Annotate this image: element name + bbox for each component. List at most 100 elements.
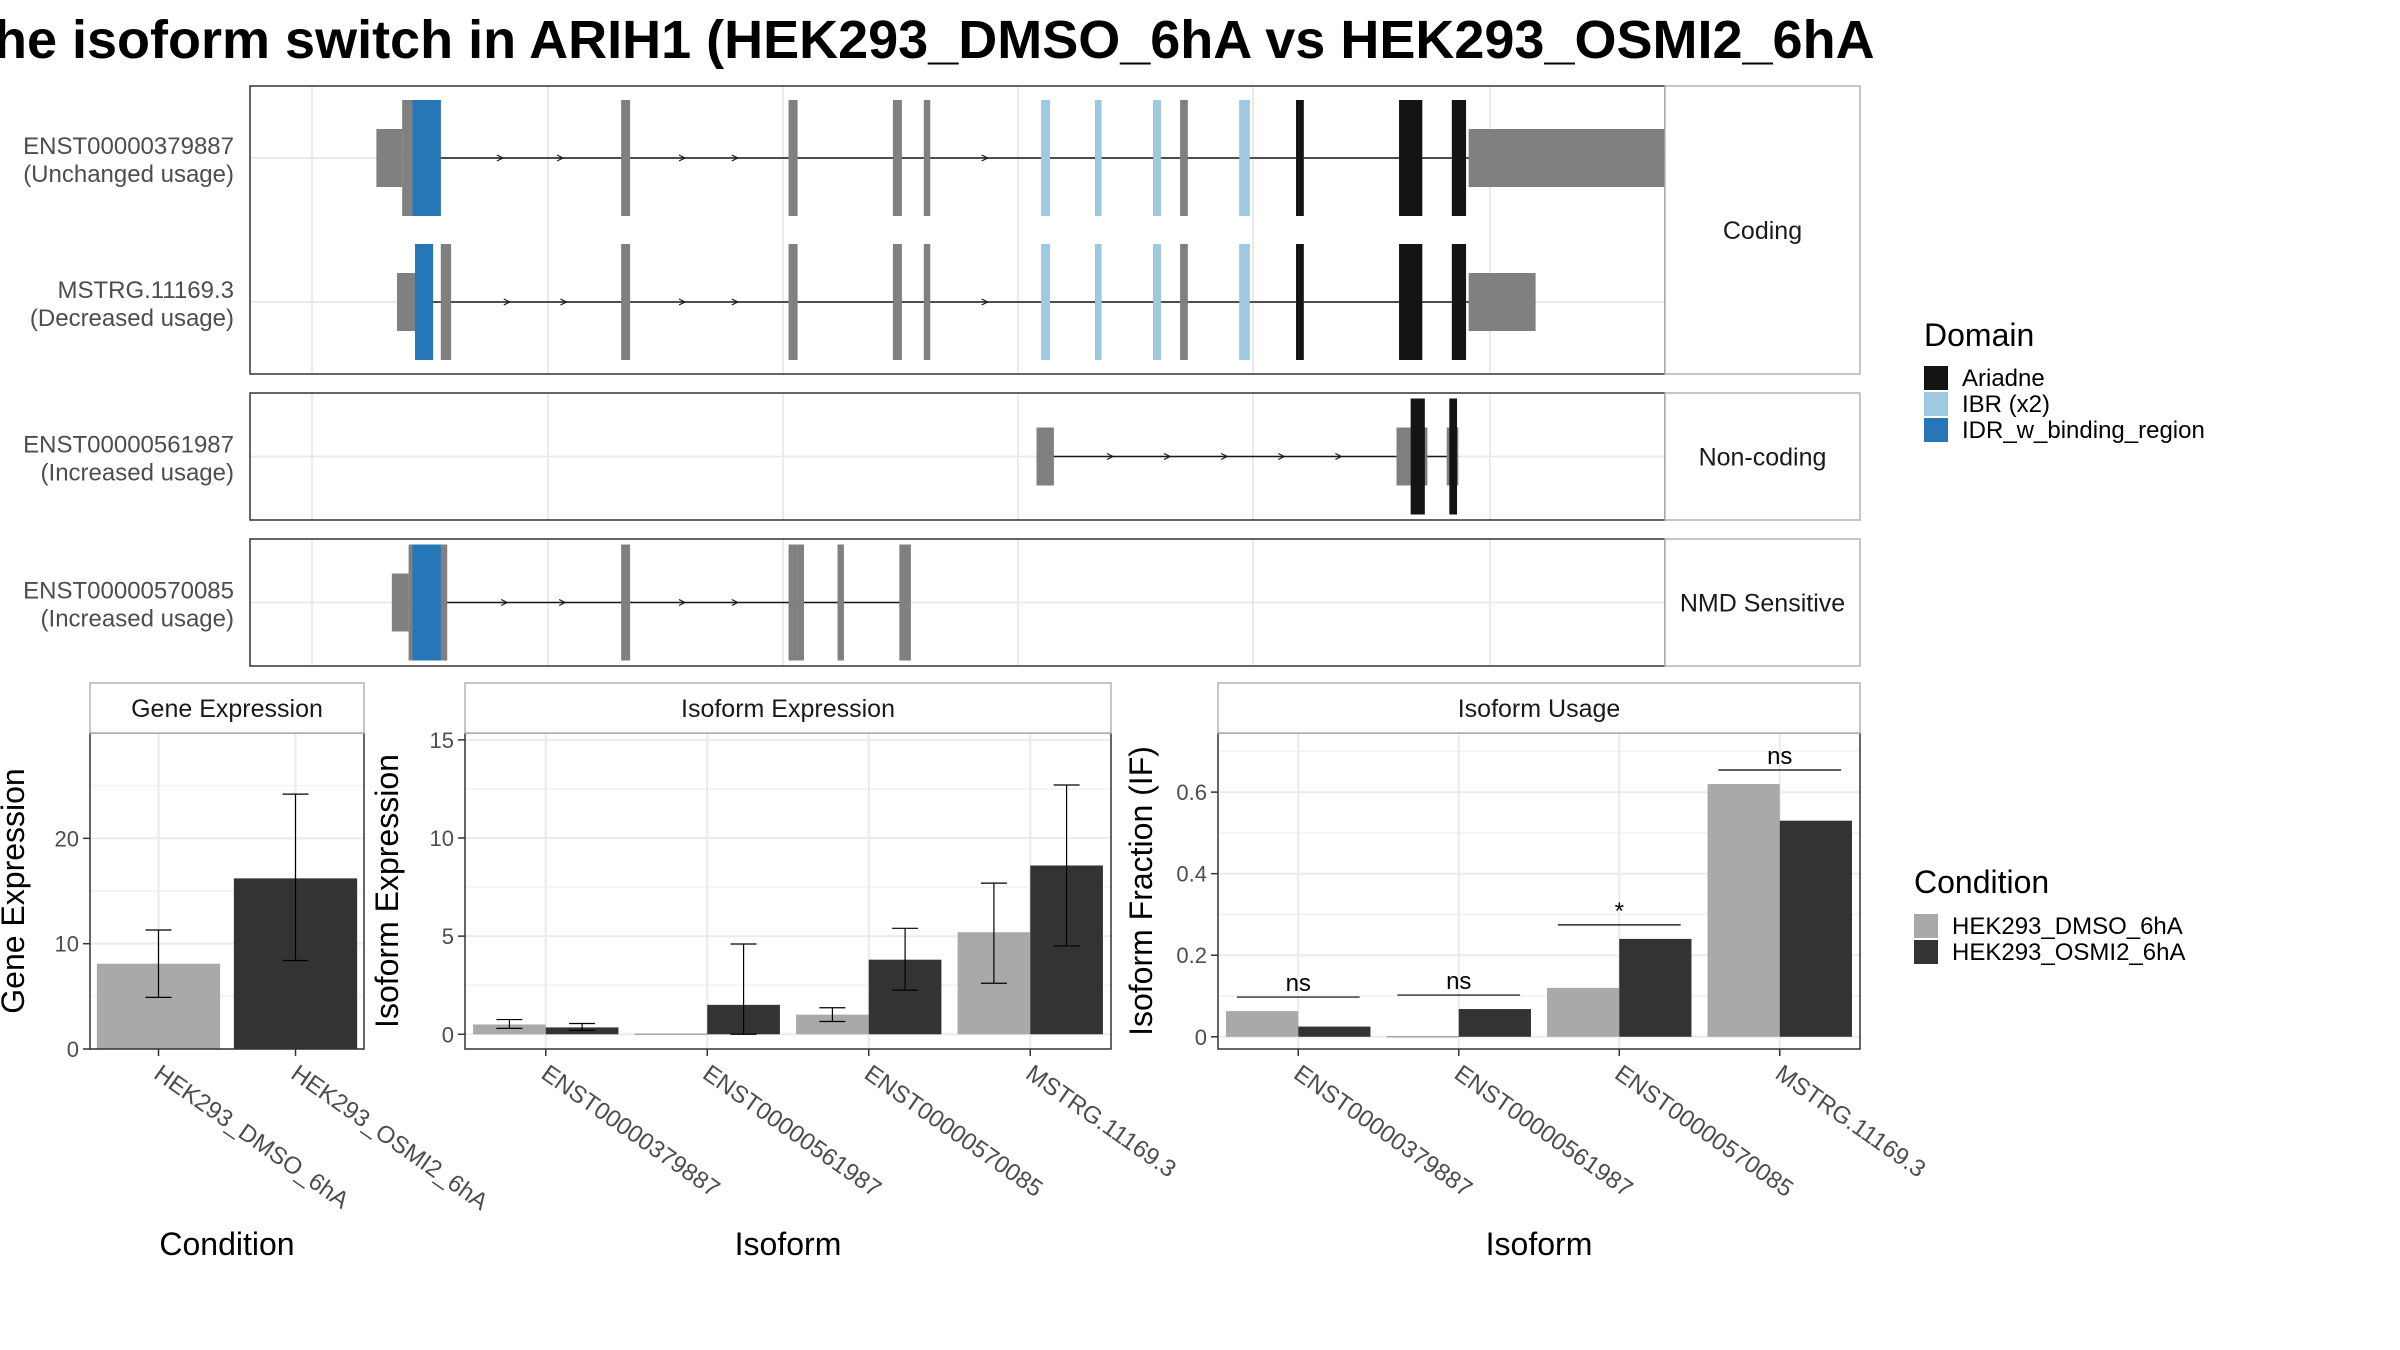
exon-coding (837, 544, 844, 661)
strand-arrow (731, 298, 740, 306)
transcript-structure-panel: ENST00000379887(Unchanged usage) MSTRG.11… (23, 85, 1861, 667)
exon-utr (1468, 129, 1665, 187)
domain-idr-w-binding-region (412, 544, 441, 661)
panel-background (250, 86, 1665, 374)
strip-box (1664, 392, 1861, 521)
domain-ibr-x2 (1239, 100, 1250, 216)
error-bar (569, 1022, 596, 1031)
y-tick-label: 15 (430, 728, 454, 753)
strand-arrow (1278, 452, 1286, 461)
error-bar (282, 793, 309, 962)
error-bar (980, 882, 1007, 984)
legend-key-ariadne (1924, 366, 1948, 390)
bar-enst00000379887-hek293-osmi2-6ha (1298, 1026, 1371, 1037)
strand-arrow (1163, 452, 1172, 461)
exon-utr (397, 273, 416, 331)
exon-coding (1180, 244, 1188, 360)
y-tick-label: 0 (442, 1022, 454, 1047)
strand-arrow (678, 298, 687, 306)
strand-arrow (731, 598, 740, 607)
exon-coding (1180, 100, 1188, 216)
transcript-enst00000379887 (376, 100, 1665, 216)
strand-arrow (496, 154, 505, 162)
x-axis-title: Isoform (1486, 1226, 1593, 1262)
figure-title: he isoform switch in ARIH1 (HEK293_DMSO_… (0, 10, 1875, 70)
exon-coding (923, 100, 931, 216)
legend-key-idr-w-binding-region (1924, 418, 1948, 442)
bar-enst00000561987-hek293-osmi2-6ha (1458, 1009, 1531, 1037)
exon-coding (892, 100, 902, 216)
y-tick-label: 0 (67, 1037, 79, 1062)
bar-mstrg-11169-3-hek293-osmi2-6ha (1779, 820, 1852, 1037)
x-tick-label: MSTRG.11169.3 (1021, 1060, 1181, 1183)
y-tick-label: 0.2 (1176, 943, 1207, 968)
y-axis-title: Gene Expression (0, 768, 31, 1013)
transcript-usage-label: (Unchanged usage) (23, 161, 234, 188)
strand-arrow (558, 598, 567, 607)
strip-box (464, 682, 1112, 734)
strand-arrow (678, 598, 687, 607)
strip-box (89, 682, 365, 734)
strip-box (1217, 682, 1861, 734)
domain-ibr-x2 (1153, 244, 1161, 360)
error-bar (496, 1018, 523, 1029)
domain-ariadne (1451, 244, 1467, 360)
transcript-panel-non-coding: ENST00000561987(Increased usage) Non-codi… (23, 392, 1861, 521)
domain-ariadne (1451, 100, 1467, 216)
legend-title: Condition (1914, 864, 2049, 900)
strand-arrow (500, 598, 509, 607)
domain-ariadne (1399, 244, 1423, 360)
domain-ibr-x2 (1041, 244, 1051, 360)
x-axis-title: Isoform (735, 1226, 842, 1262)
bar-enst00000570085-hek293-dmso-6ha (1547, 987, 1620, 1037)
domain-ariadne (1410, 398, 1425, 515)
exon-coding (797, 544, 805, 661)
exon-coding (621, 100, 631, 216)
strip-label-non-coding: Non-coding (1699, 444, 1827, 472)
domain-ariadne (1449, 398, 1458, 515)
chart-isoform-usage: 00.20.40.6nsENST00000379887nsENST0000056… (1123, 682, 1930, 1262)
y-tick-label: 10 (55, 932, 79, 957)
exon-utr (376, 129, 403, 187)
transcript-mstrg-11169-3 (397, 244, 1536, 360)
transcript-panel-nmd-sensitive: ENST00000570085(Increased usage) NMD Sens… (23, 538, 1861, 667)
legend-key-hek293-osmi2-6ha (1914, 940, 1938, 964)
domain-ibr-x2 (1041, 100, 1051, 216)
strand-arrow (503, 298, 512, 306)
error-bar (730, 943, 757, 1035)
legend-key-ibr-x2 (1924, 392, 1948, 416)
chart-title: Isoform Usage (1458, 695, 1621, 723)
transcript-usage-label: (Increased usage) (41, 460, 234, 487)
y-tick-label: 20 (55, 826, 79, 851)
chart-title: Gene Expression (131, 695, 323, 723)
x-tick-label: ENST00000561987 (698, 1060, 886, 1203)
error-bar (1053, 784, 1080, 947)
legend-title: Domain (1924, 317, 2034, 353)
exon-coding (621, 244, 631, 360)
expression-bar-charts: 01020HEK293_DMSO_6hAHEK293_OSMI2_6hAGene… (0, 682, 1930, 1262)
significance-label: * (1615, 898, 1624, 925)
exon-coding (788, 100, 798, 216)
exon-coding (892, 244, 902, 360)
x-tick-label: ENST00000570085 (859, 1060, 1047, 1203)
domain-ibr-x2 (1095, 244, 1102, 360)
strand-arrow (731, 154, 740, 162)
y-axis-title: Isoform Fraction (IF) (1123, 746, 1159, 1036)
y-tick-label: 0.6 (1176, 780, 1207, 805)
chart-isoform-expression: 0 5 10 15 ENST00000379887ENST00000561987ENST… (369, 682, 1181, 1262)
bar-enst00000570085-hek293-osmi2-6ha (1619, 938, 1692, 1037)
legend-label-hek293-osmi2-6ha: HEK293_OSMI2_6hA (1952, 939, 2185, 966)
transcript-panel-coding: ENST00000379887(Unchanged usage) MSTRG.11… (23, 85, 1861, 375)
exon-coding (788, 544, 798, 661)
error-bar (819, 1007, 846, 1023)
bar-mstrg-11169-3-hek293-dmso-6ha (1707, 783, 1780, 1037)
transcript-enst00000570085 (391, 544, 911, 661)
y-tick-label: 0 (1195, 1025, 1207, 1050)
exon-coding (923, 244, 931, 360)
domain-ibr-x2 (1153, 100, 1161, 216)
exon-coding (440, 244, 452, 360)
